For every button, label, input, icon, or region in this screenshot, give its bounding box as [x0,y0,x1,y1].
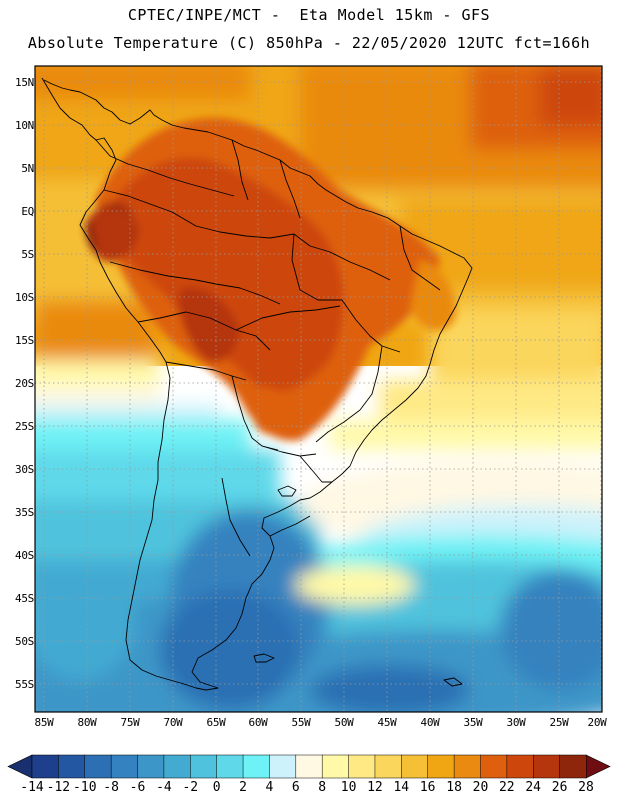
lon-label: 30W [506,716,526,729]
colorbar-label: 4 [265,780,274,795]
lat-label: 40S [15,549,34,562]
title-line-2: Absolute Temperature (C) 850hPa - 22/05/… [27,34,591,52]
colorbar-label: -2 [182,780,199,795]
colorbar-label: 28 [578,780,594,795]
colorbar-label: 20 [472,780,489,795]
map-frame [34,65,603,713]
colorbar-swatch [295,754,323,779]
lon-label: 85W [34,716,54,729]
lat-label: 10N [15,119,34,132]
lon-label: 20W [587,716,607,729]
coastline [41,77,473,691]
colorbar-swatch [348,754,376,779]
lat-label: 55S [15,678,34,691]
colorbar-label: -6 [129,780,146,795]
lat-label: EQ [21,205,34,218]
lat-label: 5N [21,162,34,175]
lat-label: 45S [15,592,34,605]
colorbar-label: -12 [46,780,71,795]
colorbar-swatch [216,754,244,779]
colorbar-label: -14 [20,780,44,795]
colorbar-swatch [84,754,112,779]
colorbar-label: 26 [551,780,568,795]
colorbar-swatch [374,754,402,779]
colorbar-label: -10 [73,780,97,795]
lon-label: 50W [334,716,354,729]
colorbar-low-arrow [7,754,33,779]
lat-label: 35S [15,506,34,519]
lon-label: 35W [463,716,483,729]
colorbar-swatch [559,754,587,779]
colorbar-label: 2 [239,780,247,795]
colorbar-swatch [190,754,218,779]
lon-label: 80W [77,716,97,729]
colorbar-label: 14 [393,780,410,795]
colorbar-swatch [532,754,561,779]
lat-label: 30S [15,463,34,476]
colorbar-swatch [110,754,139,779]
colorbar-high-arrow [585,754,611,779]
colorbar-swatch [31,754,59,779]
title-line-1: CPTEC/INPE/MCT - Eta Model 15km - GFS [127,6,491,24]
colorbar-swatch [321,754,350,779]
colorbar-label: -4 [156,780,172,795]
colorbar-swatch [506,754,534,779]
colorbar-swatch [137,754,165,779]
colorbar [7,754,611,779]
colorbar-swatch [401,754,429,779]
lat-label: 50S [15,635,34,648]
lon-label: 65W [206,716,226,729]
temperature-field [35,66,602,712]
colorbar-label: 10 [340,780,357,795]
lat-label: 10S [15,291,34,304]
lat-label: 5S [21,248,34,261]
colorbar-swatch [269,754,297,779]
lon-label: 40W [420,716,440,729]
lat-label: 25S [15,420,34,433]
lon-label: 25W [549,716,569,729]
colorbar-label: 16 [419,780,436,795]
colorbar-swatch [427,754,455,779]
colorbar-label: 18 [446,780,462,795]
colorbar-swatch [453,754,482,779]
lat-label: 20S [15,377,34,390]
lon-label: 70W [163,716,183,729]
colorbar-label: 24 [525,780,542,795]
colorbar-label: 12 [367,780,383,795]
colorbar-swatch [163,754,191,779]
lat-label: 15N [15,76,34,89]
colorbar-label: 8 [318,780,327,795]
lat-label: 15S [15,334,34,347]
graticule [35,66,602,712]
lon-label: 45W [377,716,397,729]
colorbar-swatch [480,754,508,779]
colorbar-swatch [58,754,86,779]
colorbar-label: -8 [103,780,119,795]
lon-label: 60W [248,716,268,729]
colorbar-label: 0 [212,780,221,795]
lon-label: 75W [120,716,140,729]
colorbar-label: 22 [498,780,515,795]
lon-label: 55W [291,716,311,729]
colorbar-label: 6 [291,780,300,795]
colorbar-swatch [242,754,270,779]
